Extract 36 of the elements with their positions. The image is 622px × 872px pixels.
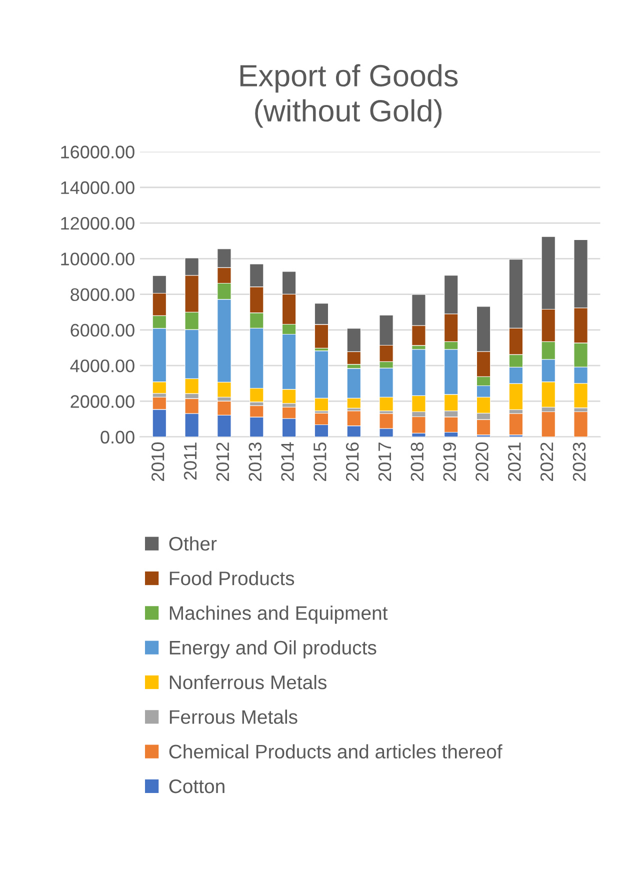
y-tick-label: 16000.00 xyxy=(61,146,134,158)
x-tick-label: 2011 xyxy=(184,442,197,480)
bar xyxy=(541,411,556,437)
x-tick-label: 2014 xyxy=(281,442,294,481)
legend-label: Ferrous Metals xyxy=(170,710,298,724)
x-tick-label: 2021 xyxy=(508,442,521,481)
x-tick-label: 2015 xyxy=(314,442,326,481)
legend-label: Cotton xyxy=(169,779,224,794)
chart-title: Export of Goods (without Gold) xyxy=(240,64,458,128)
x-tick-label: 2012 xyxy=(216,442,230,481)
bar xyxy=(412,416,426,434)
y-tick-label: 2000.00 xyxy=(70,395,134,408)
y-tick-label: 0.00 xyxy=(100,430,134,444)
x-tick-label: 2020 xyxy=(476,442,488,481)
legend-label: Other xyxy=(169,536,217,551)
y-tick-label: 14000.00 xyxy=(61,181,134,194)
x-tick-label: 2018 xyxy=(410,442,424,481)
y-tick-label: 12000.00 xyxy=(61,216,134,230)
x-tick-label: 2017 xyxy=(378,442,392,481)
x-tick-label: 2022 xyxy=(540,442,554,481)
y-tick-label: 4000.00 xyxy=(70,360,134,372)
legend-label: Chemical Products and articles thereof xyxy=(169,744,502,759)
x-tick-label: 2023 xyxy=(572,442,586,481)
x-tick-label: 2019 xyxy=(443,442,456,481)
x-tick-label: 2013 xyxy=(248,442,262,481)
legend-label: Energy and Oil products xyxy=(170,640,376,658)
bar xyxy=(574,411,588,437)
y-tick-label: 6000.00 xyxy=(70,324,134,337)
y-tick-label: 10000.00 xyxy=(61,252,134,266)
legend-label: Food Products xyxy=(170,570,294,586)
x-tick-label: 2010 xyxy=(151,442,164,481)
legend-label: Nonferrous Metals xyxy=(170,674,326,690)
x-tick-label: 2016 xyxy=(346,442,359,481)
legend-label: Machines and Equipment xyxy=(170,606,388,624)
y-tick-label: 8000.00 xyxy=(70,288,134,302)
bar xyxy=(508,413,524,436)
